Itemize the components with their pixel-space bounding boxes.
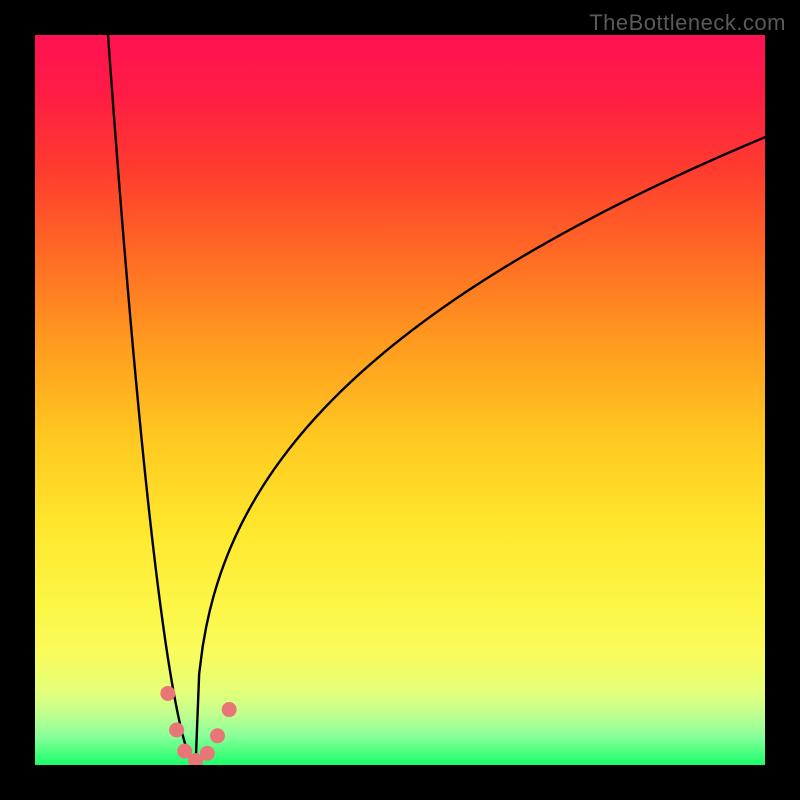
plot-area [35,35,765,765]
marker-point [169,722,184,737]
bottleneck-curve-chart [35,35,765,765]
marker-point [210,728,225,743]
watermark-text: TheBottleneck.com [589,10,786,36]
gradient-background [35,35,765,765]
marker-point [222,702,237,717]
marker-point [160,686,175,701]
chart-container: TheBottleneck.com [0,0,800,800]
marker-point [200,746,215,761]
